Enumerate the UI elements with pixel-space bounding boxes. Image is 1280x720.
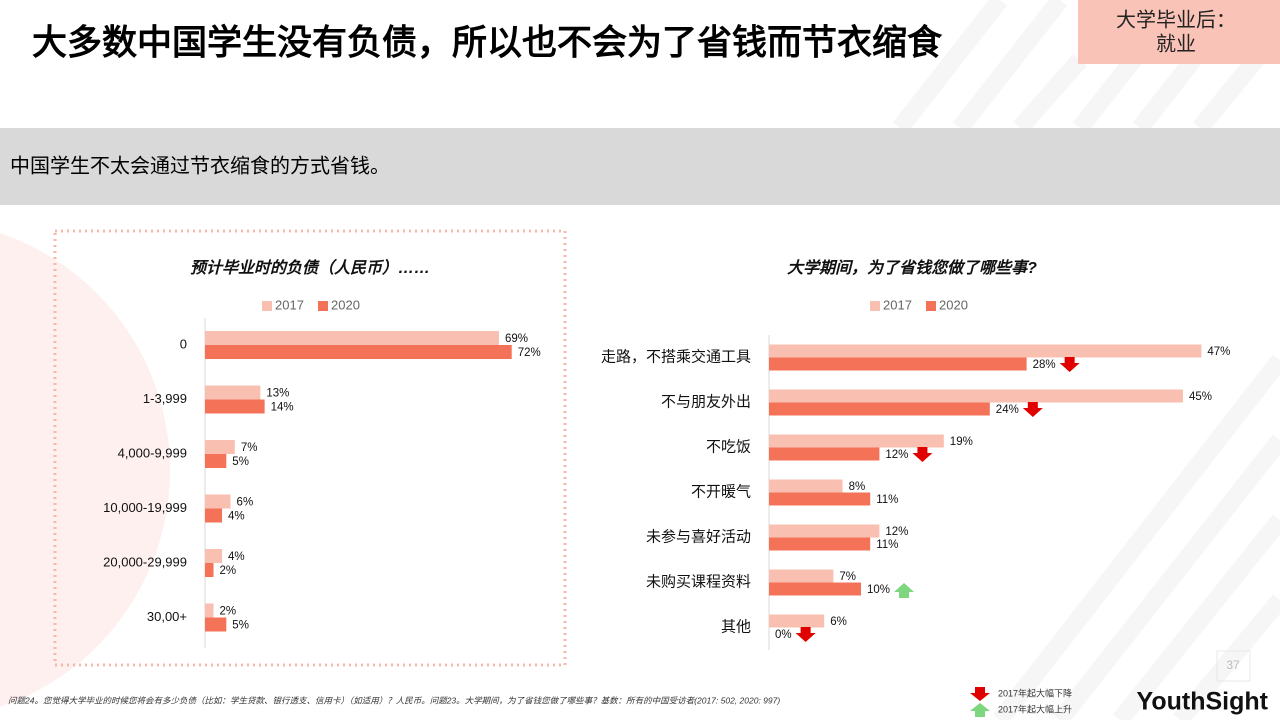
bar xyxy=(205,345,512,359)
bar xyxy=(205,399,265,414)
tag-line: 大学毕业后： xyxy=(1116,8,1236,31)
value-label: 8% xyxy=(849,481,866,493)
legend-down-arrow xyxy=(970,687,990,701)
legend-label: 2017 xyxy=(275,297,304,312)
bar xyxy=(769,402,990,416)
value-label: 2% xyxy=(220,565,237,577)
decor-circle xyxy=(0,233,170,707)
value-label: 6% xyxy=(830,616,847,628)
category-label: 走路，不搭乘交通工具 xyxy=(601,347,751,365)
bar xyxy=(769,614,825,628)
category-label: 不吃饭 xyxy=(706,438,751,455)
value-label: 13% xyxy=(266,388,289,400)
value-label: 11% xyxy=(876,539,898,551)
value-label: 5% xyxy=(232,456,249,468)
bar xyxy=(769,537,871,551)
up-arrow xyxy=(894,583,915,598)
value-label: 14% xyxy=(271,402,294,414)
value-label: 45% xyxy=(1189,391,1212,403)
bar xyxy=(769,569,834,583)
bar xyxy=(205,454,227,468)
bar xyxy=(769,389,1183,403)
category-label: 1-3,999 xyxy=(143,391,187,406)
category-label: 0 xyxy=(180,336,187,351)
subtitle: 中国学生不太会通过节衣缩食的方式省钱。 xyxy=(10,154,390,177)
bar xyxy=(205,563,214,577)
bar xyxy=(205,603,214,618)
value-label: 7% xyxy=(241,442,258,454)
down-arrow xyxy=(795,627,816,642)
bar xyxy=(769,492,871,506)
bar xyxy=(769,479,843,493)
legend-text: 2017年起大幅上升 xyxy=(998,703,1072,714)
category-label: 4,000-9,999 xyxy=(118,445,187,460)
chart-frame xyxy=(53,229,567,667)
bar xyxy=(769,357,1027,371)
value-label: 19% xyxy=(950,436,973,448)
chart-title: 预计毕业时的负债（人民币）…… xyxy=(190,258,430,277)
value-label: 4% xyxy=(228,551,245,563)
legend-label: 2020 xyxy=(331,297,360,312)
bar xyxy=(205,549,223,563)
chart-title: 大学期间，为了省钱您做了哪些事? xyxy=(787,259,1037,277)
subtitle-band xyxy=(0,128,1280,205)
value-label: 28% xyxy=(1033,359,1056,371)
bar xyxy=(769,344,1202,358)
value-label: 69% xyxy=(505,333,528,345)
down-arrow xyxy=(1022,402,1043,417)
bar xyxy=(769,582,861,596)
value-label: 12% xyxy=(885,449,908,461)
value-label: 72% xyxy=(518,347,541,359)
category-label: 其他 xyxy=(721,618,751,635)
down-arrow xyxy=(912,447,933,462)
bar xyxy=(769,524,880,538)
bar xyxy=(205,331,499,345)
category-label: 20,000-29,999 xyxy=(103,554,187,569)
category-label: 未购买课程资料 xyxy=(646,573,751,590)
value-label: 47% xyxy=(1207,346,1230,358)
page-number: 37 xyxy=(1226,658,1240,672)
bar xyxy=(205,440,235,454)
category-label: 10,000-19,999 xyxy=(103,500,187,515)
legend-swatch xyxy=(870,301,880,311)
value-label: 10% xyxy=(867,584,890,596)
tag-box xyxy=(1078,0,1280,64)
value-label: 12% xyxy=(885,526,908,538)
legend-text: 2017年起大幅下降 xyxy=(998,687,1072,698)
bar xyxy=(769,447,880,461)
value-label: 2% xyxy=(220,606,237,618)
category-label: 不开暖气 xyxy=(691,483,751,500)
value-label: 6% xyxy=(237,497,254,509)
down-arrow xyxy=(1059,357,1080,372)
category-label: 未参与喜好活动 xyxy=(646,528,751,545)
bar xyxy=(205,385,261,400)
legend-swatch xyxy=(926,301,936,311)
slide-title: 大多数中国学生没有负债，所以也不会为了省钱而节衣缩食 xyxy=(32,22,943,62)
value-label: 24% xyxy=(996,404,1019,416)
category-label: 30,00+ xyxy=(147,609,187,624)
value-label: 11% xyxy=(876,494,898,506)
logo: YouthSight xyxy=(1137,688,1269,716)
category-label: 不与朋友外出 xyxy=(661,393,751,410)
legend-swatch xyxy=(262,301,272,311)
legend-label: 2017 xyxy=(883,297,912,312)
bar xyxy=(769,434,944,448)
value-label: 0% xyxy=(775,629,792,641)
tag-line: 就业 xyxy=(1156,32,1196,55)
bar xyxy=(205,508,223,523)
legend-label: 2020 xyxy=(939,297,968,312)
legend-swatch xyxy=(318,301,328,311)
legend-up-arrow xyxy=(970,703,990,717)
value-label: 4% xyxy=(228,511,245,523)
footnote: 问题24。您觉得大学毕业的时候您将会有多少负债（比如：学生贷款、银行透支、信用卡… xyxy=(8,695,780,705)
value-label: 5% xyxy=(232,620,249,632)
bar xyxy=(205,617,227,632)
page-number-box xyxy=(1216,650,1251,682)
value-label: 7% xyxy=(839,571,856,583)
bar xyxy=(205,494,231,509)
